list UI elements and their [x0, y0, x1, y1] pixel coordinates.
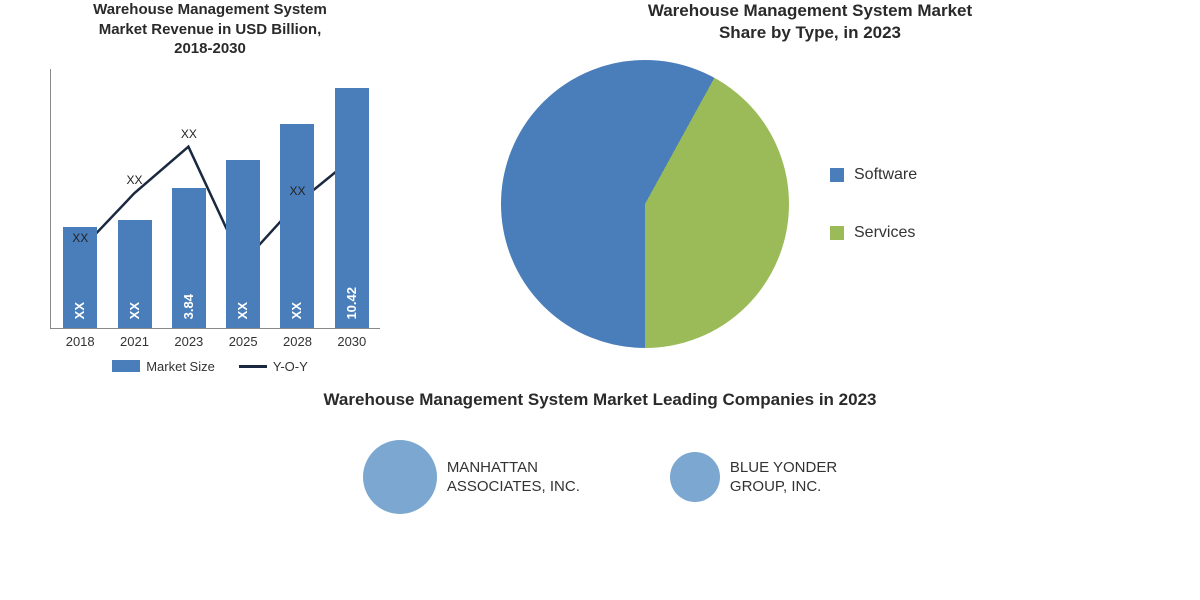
bar-x-label: 2021 — [120, 334, 149, 349]
bar: XX2021 — [118, 68, 152, 328]
bar-fill: 10.42 — [335, 88, 369, 328]
bar-x-label: 2028 — [283, 334, 312, 349]
pie-chart — [500, 59, 790, 349]
bar-fill: 3.84 — [172, 188, 206, 327]
pie-row: Software Services — [440, 59, 1180, 349]
bar-x-label: 2030 — [337, 334, 366, 349]
pie-legend-label: Services — [854, 224, 915, 242]
bar-value-label: 10.42 — [344, 287, 359, 320]
bar-chart-section: Warehouse Management System Market Reven… — [0, 0, 420, 380]
yoy-label: XX — [289, 184, 305, 198]
pie-legend-label: Software — [854, 166, 917, 184]
bar-chart-area: XX2018XXXX2021XX3.842023XXXX2025XX2028XX… — [50, 69, 380, 329]
bar-fill: XX — [118, 220, 152, 328]
company-bubbles: MANHATTANASSOCIATES, INC. BLUE YONDERGROU… — [0, 440, 1200, 514]
yoy-line-svg — [51, 69, 380, 328]
bar-x-label: 2018 — [66, 334, 95, 349]
legend-market-size-label: Market Size — [146, 359, 215, 374]
company-label: MANHATTANASSOCIATES, INC. — [447, 458, 580, 497]
yoy-label: XX — [72, 231, 88, 245]
legend-swatch-bar — [112, 360, 140, 372]
pie-legend-item: Software — [830, 166, 917, 184]
bar: XX2025 — [226, 68, 260, 328]
pie-title-line2: Share by Type, in 2023 — [719, 23, 901, 42]
bar-fill: XX — [226, 160, 260, 328]
bar-value-label: XX — [72, 302, 87, 319]
bar-x-label: 2023 — [174, 334, 203, 349]
bar-x-label: 2025 — [229, 334, 258, 349]
bar-value-label: XX — [127, 302, 142, 319]
pie-chart-title: Warehouse Management System Market Share… — [440, 0, 1180, 44]
company-bubble — [363, 440, 437, 514]
company-bubble-group: BLUE YONDERGROUP, INC. — [670, 452, 837, 502]
bar-chart-title: Warehouse Management System Market Reven… — [20, 0, 400, 59]
pie-legend-swatch — [830, 168, 844, 182]
bar-title-line1: Warehouse Management System — [93, 1, 327, 18]
legend-yoy-label: Y-O-Y — [273, 359, 308, 374]
legend-swatch-line — [239, 365, 267, 368]
yoy-label: XX — [127, 173, 143, 187]
bar-chart-legend: Market Size Y-O-Y — [20, 359, 400, 374]
bar-value-label: XX — [235, 302, 250, 319]
legend-market-size: Market Size — [112, 359, 215, 374]
company-bubble — [670, 452, 720, 502]
pie-legend-swatch — [830, 226, 844, 240]
pie-legend: Software Services — [830, 166, 917, 242]
bar-title-line2: Market Revenue in USD Billion, — [99, 21, 322, 38]
bar-value-label: XX — [289, 302, 304, 319]
yoy-label: XX — [181, 127, 197, 141]
legend-yoy: Y-O-Y — [239, 359, 308, 374]
pie-chart-section: Warehouse Management System Market Share… — [420, 0, 1200, 380]
company-label: BLUE YONDERGROUP, INC. — [730, 458, 837, 497]
pie-title-line1: Warehouse Management System Market — [648, 1, 972, 20]
bar-value-label: 3.84 — [181, 294, 196, 319]
bar: 10.422030 — [335, 68, 369, 328]
bar: 3.842023 — [172, 68, 206, 328]
top-row: Warehouse Management System Market Reven… — [0, 0, 1200, 380]
company-bubble-group: MANHATTANASSOCIATES, INC. — [363, 440, 580, 514]
bar-title-line3: 2018-2030 — [174, 40, 246, 57]
companies-title: Warehouse Management System Market Leadi… — [0, 390, 1200, 410]
companies-section: Warehouse Management System Market Leadi… — [0, 390, 1200, 514]
pie-legend-item: Services — [830, 224, 917, 242]
bar: XX2018 — [63, 68, 97, 328]
bar-fill: XX — [280, 124, 314, 328]
